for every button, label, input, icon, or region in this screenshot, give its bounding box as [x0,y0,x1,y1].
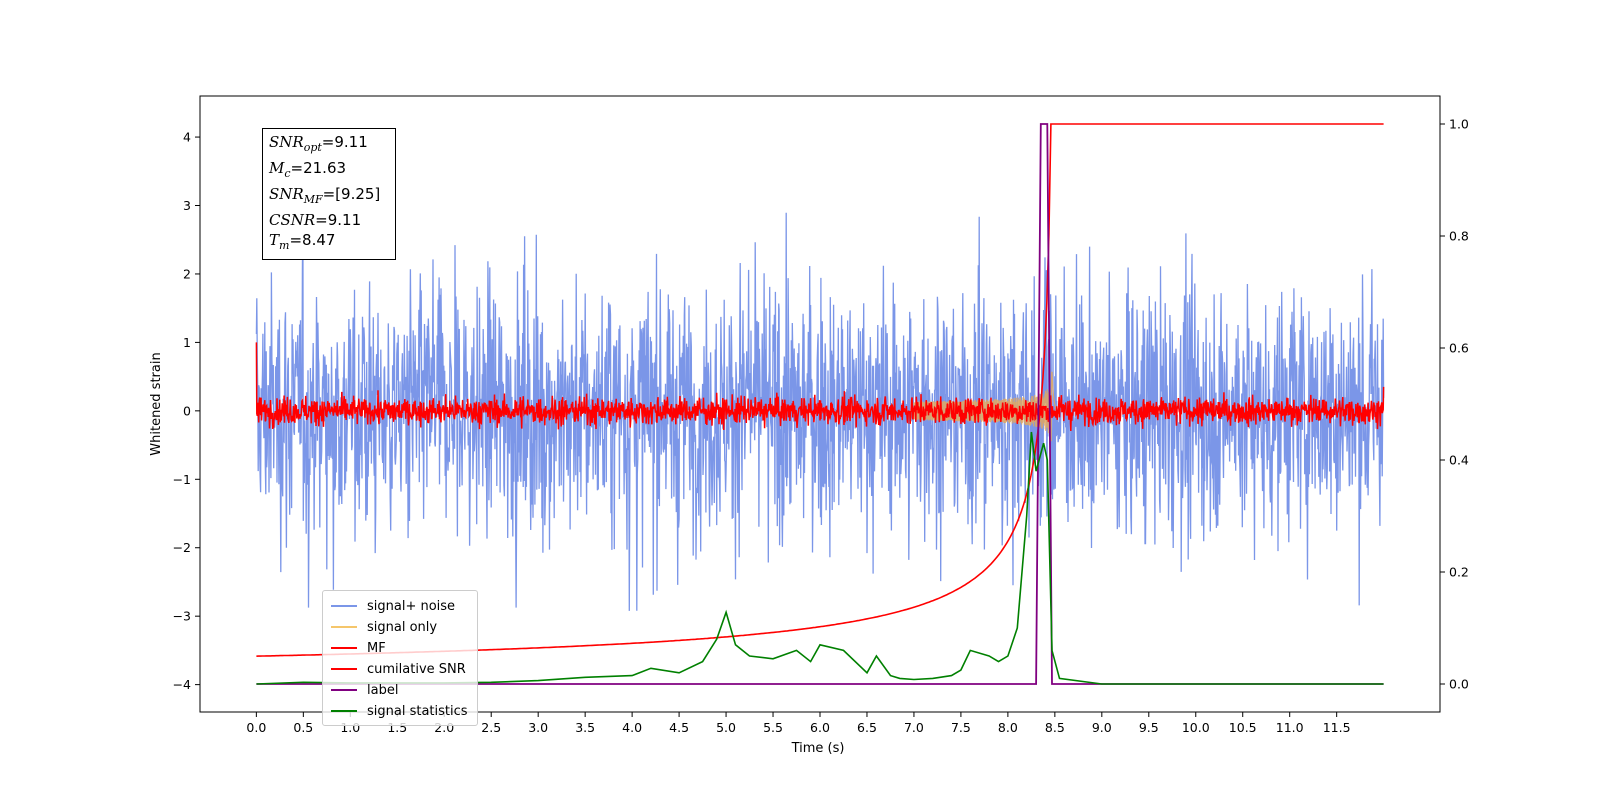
y-tick-label: 1 [183,335,191,350]
x-tick-label: 6.0 [810,720,830,735]
legend-item-label: label [331,681,398,699]
y-axis-label: Whitened strain [149,352,164,455]
x-tick-label: 5.0 [716,720,736,735]
x-tick-label: 3.0 [528,720,548,735]
snr-opt-line: SNRopt=9.11 [269,133,368,154]
x-tick-label: 8.5 [1045,720,1065,735]
x-tick-label: 4.0 [622,720,642,735]
legend-label: signal only [367,619,438,635]
y-tick-label: 3 [183,198,191,213]
y2-tick-label: 0.6 [1449,341,1469,356]
csnr-line: CSNR=9.11 [269,211,362,229]
x-axis-label: Time (s) [791,741,845,756]
y2-tick-label: 0.2 [1449,565,1469,580]
y-tick-label: −1 [173,472,191,487]
snr-mf-line: SNRMF=[9.25] [269,185,381,206]
merger-time-line: Tm=8.47 [269,231,336,252]
x-tick-label: 4.5 [669,720,689,735]
legend-swatch [331,647,357,649]
x-tick-label: 2.5 [481,720,501,735]
legend-swatch [331,668,357,670]
series-signal-statistics [256,431,1384,685]
chirp-mass-line: Mc=21.63 [269,159,347,180]
x-tick-label: 10.5 [1229,720,1257,735]
legend-label: cumilative SNR [367,661,466,677]
metrics-annotation-box: SNRopt=9.11 Mc=21.63 SNRMF=[9.25] CSNR=9… [262,128,396,260]
x-tick-label: 7.5 [951,720,971,735]
x-tick-label: 0.5 [293,720,313,735]
y-tick-label: 2 [183,266,191,281]
y-tick-label: −4 [173,677,191,692]
x-tick-label: 6.5 [857,720,877,735]
x-tick-label: 3.5 [575,720,595,735]
legend: signal+ noise signal only MF cumilative … [322,590,478,726]
legend-swatch [331,605,357,607]
x-tick-label: 7.0 [904,720,924,735]
y2-tick-label: 0.4 [1449,453,1469,468]
legend-swatch [331,710,357,712]
y-tick-label: −3 [173,609,191,624]
x-tick-label: 10.0 [1182,720,1210,735]
legend-item-signal-noise: signal+ noise [331,597,455,615]
legend-label: label [367,682,399,698]
y2-tick-label: 0.8 [1449,229,1469,244]
y-tick-label: −2 [173,540,191,555]
legend-label: MF [367,640,386,656]
y2-tick-label: 1.0 [1449,117,1469,132]
x-tick-label: 11.0 [1276,720,1304,735]
series-mf [255,342,1385,432]
x-tick-label: 5.5 [763,720,783,735]
x-tick-label: 0.0 [246,720,266,735]
legend-swatch [331,689,357,691]
legend-swatch [331,626,357,628]
legend-label: signal statistics [367,703,468,719]
x-tick-label: 9.0 [1092,720,1112,735]
legend-item-signal-only: signal only [331,618,437,636]
y-tick-label: 4 [183,130,191,145]
x-tick-label: 9.5 [1139,720,1159,735]
legend-item-mf: MF [331,639,386,657]
y-tick-label: 0 [183,403,191,418]
legend-item-cumulative-snr: cumilative SNR [331,660,466,678]
ticks-layer: 0.0 0.5 1.0 1.5 2.0 2.5 3.0 3.5 4.0 4.5 5.0 5.5 6.0 6… [173,117,1469,736]
x-tick-label: 8.0 [998,720,1018,735]
legend-label: signal+ noise [367,598,456,614]
y2-tick-label: 0.0 [1449,677,1469,692]
legend-item-signal-statistics: signal statistics [331,702,468,720]
x-tick-label: 11.5 [1323,720,1351,735]
